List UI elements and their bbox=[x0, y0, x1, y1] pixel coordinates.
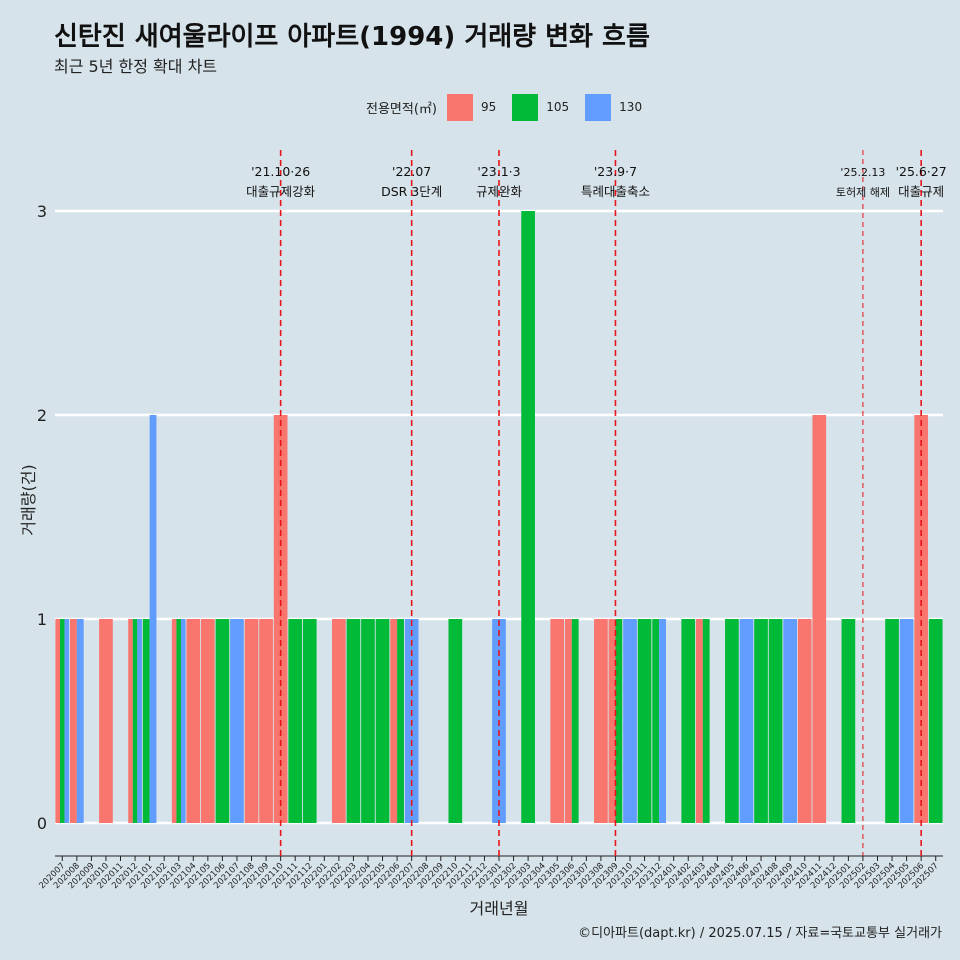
bar-202309-95 bbox=[608, 619, 616, 823]
bar-202507-105 bbox=[928, 619, 943, 823]
y-axis-title: 거래량(건) bbox=[19, 464, 38, 535]
bar-202203-105 bbox=[346, 619, 361, 823]
y-tick-label-0: 0 bbox=[37, 814, 47, 833]
bar-202007-130 bbox=[64, 619, 70, 823]
annotation-date-202110: '21.10·26 bbox=[251, 164, 310, 179]
bar-202101-105 bbox=[142, 619, 150, 823]
bar-202308-95 bbox=[594, 619, 608, 823]
annotation-label-202110: 대출규제강화 bbox=[246, 184, 316, 199]
bar-202103-95 bbox=[171, 619, 177, 823]
bar-202504-105 bbox=[885, 619, 899, 823]
annotation-label-202506: 대출규제 bbox=[898, 184, 944, 199]
chart-subtitle: 최근 5년 한정 확대 차트 bbox=[54, 57, 218, 76]
annotation-date-202506: '25.6·27 bbox=[896, 164, 947, 179]
annotation-label-202207: DSR 3단계 bbox=[381, 184, 442, 199]
bar-202010-95 bbox=[99, 619, 113, 823]
bar-202306-95 bbox=[564, 619, 572, 823]
legend-key-95 bbox=[446, 93, 473, 121]
legend-key-130 bbox=[585, 93, 612, 121]
annotation-date-202301: '23.1·3 bbox=[477, 164, 520, 179]
bar-202012-105 bbox=[132, 619, 138, 823]
bar-202210-105 bbox=[448, 619, 463, 823]
bar-202505-130 bbox=[899, 619, 914, 823]
bar-202403-105 bbox=[702, 619, 710, 823]
bar-202405-105 bbox=[725, 619, 739, 823]
legend-label-130: 130 bbox=[619, 100, 643, 114]
bar-202406-130 bbox=[739, 619, 754, 823]
legend: 전용면적(㎡) 95 105 130 bbox=[366, 92, 658, 122]
chart-title: 신탄진 새여울라이프 아파트(1994) 거래량 변화 흐름 bbox=[54, 22, 650, 52]
legend-title: 전용면적(㎡) bbox=[366, 101, 437, 117]
bar-202204-105 bbox=[361, 619, 375, 823]
annotation-date-202309: '23.9·7 bbox=[594, 164, 637, 179]
bar-202411-95 bbox=[812, 415, 827, 823]
y-tick-label-3: 3 bbox=[37, 202, 47, 221]
annotation-date-202207: '22.07 bbox=[392, 164, 431, 179]
bar-202101-130 bbox=[149, 415, 157, 823]
bar-202306-105 bbox=[571, 619, 579, 823]
bar-202103-105 bbox=[176, 619, 182, 823]
bar-202205-105 bbox=[375, 619, 390, 823]
bar-202501-105 bbox=[841, 619, 856, 823]
y-tick-label-2: 2 bbox=[37, 406, 47, 425]
annotation-label-202301: 규제완화 bbox=[476, 184, 523, 199]
bar-202105-95 bbox=[201, 619, 215, 823]
bar-202202-95 bbox=[332, 619, 346, 823]
bar-202408-105 bbox=[768, 619, 783, 823]
bar-202409-130 bbox=[783, 619, 797, 823]
bar-202012-95 bbox=[128, 619, 133, 823]
bar-202312-130 bbox=[659, 619, 666, 823]
bar-202312-105 bbox=[652, 619, 660, 823]
bar-202311-105 bbox=[637, 619, 652, 823]
bar-202309-105 bbox=[615, 619, 623, 823]
bar-202110-95 bbox=[273, 415, 288, 823]
legend-key-105 bbox=[512, 93, 539, 121]
bar-202303-105 bbox=[521, 211, 535, 823]
chart-caption: ©디아파트(dapt.kr) / 2025.07.15 / 자료=국토교통부 실… bbox=[578, 926, 942, 941]
legend-label-95: 95 bbox=[480, 100, 497, 114]
bar-202111-105 bbox=[288, 619, 303, 823]
bar-202012-130 bbox=[137, 619, 142, 823]
x-axis-title: 거래년월 bbox=[470, 899, 529, 918]
bar-202206-95 bbox=[390, 619, 398, 823]
bar-202008-130 bbox=[76, 619, 84, 823]
bar-202206-105 bbox=[397, 619, 404, 823]
legend-label-105: 105 bbox=[546, 100, 570, 114]
y-tick-label-1: 1 bbox=[37, 610, 47, 629]
bar-202007-95 bbox=[55, 619, 60, 823]
bar-202112-105 bbox=[302, 619, 317, 823]
bar-202104-95 bbox=[186, 619, 201, 823]
bar-202305-95 bbox=[550, 619, 565, 823]
bar-202506-95 bbox=[914, 415, 929, 823]
bar-202310-130 bbox=[623, 619, 637, 823]
bar-202103-130 bbox=[181, 619, 186, 823]
bar-202108-95 bbox=[244, 619, 259, 823]
bar-202007-105 bbox=[59, 619, 65, 823]
bar-202402-105 bbox=[681, 619, 696, 823]
bar-202106-105 bbox=[215, 619, 230, 823]
bar-202008-95 bbox=[69, 619, 77, 823]
bar-202109-95 bbox=[259, 619, 273, 823]
annotation-label-202502: 토허제 해제 bbox=[836, 185, 890, 199]
bar-202107-130 bbox=[230, 619, 244, 823]
bar-202407-105 bbox=[754, 619, 768, 823]
annotation-label-202309: 특례대출축소 bbox=[581, 184, 650, 199]
bar-202403-95 bbox=[695, 619, 703, 823]
bar-202410-95 bbox=[797, 619, 812, 823]
annotation-date-202502: '25.2.13 bbox=[840, 166, 885, 179]
